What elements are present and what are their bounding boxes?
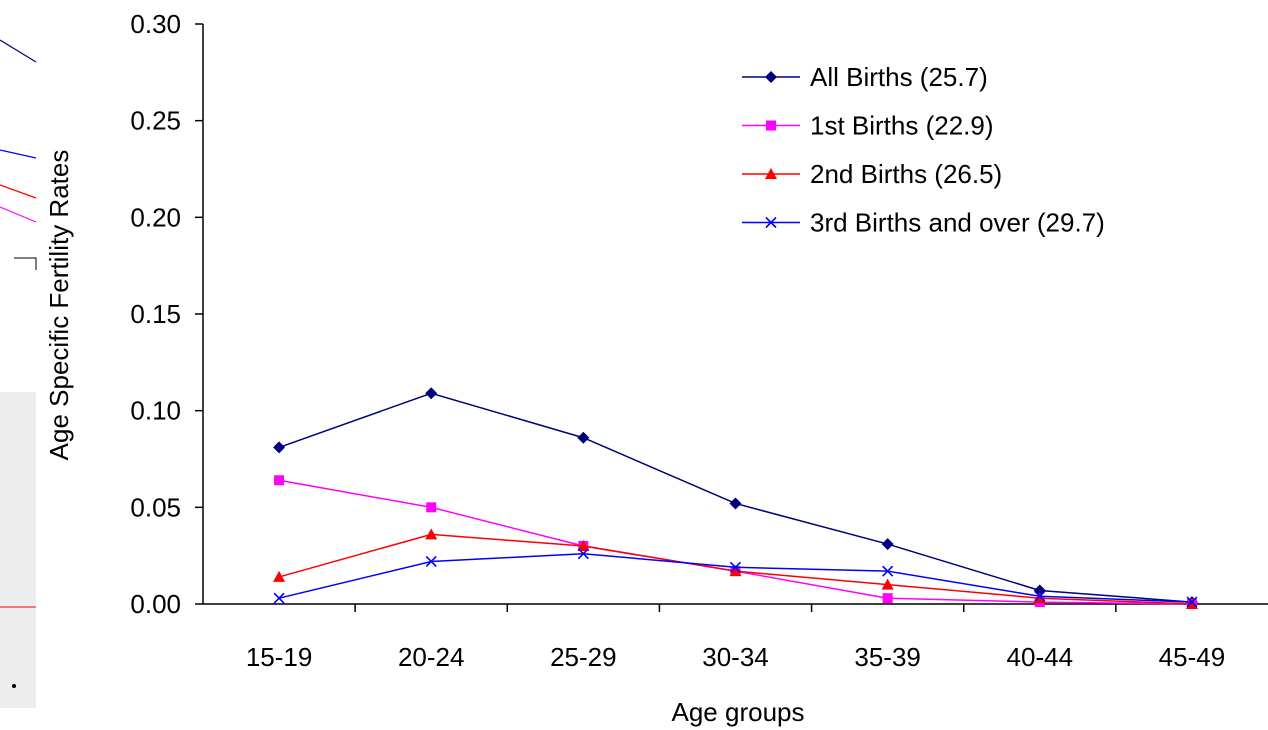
x-marker-stroke: [729, 561, 742, 573]
legend-swatch-marker: [765, 216, 777, 229]
data-point: [425, 555, 437, 568]
data-point: [273, 441, 286, 454]
data-point: [274, 475, 285, 486]
x-tick-label: 35-39: [854, 642, 921, 672]
y-axis-title: Age Specific Fertility Rates: [44, 150, 74, 461]
data-point: [729, 565, 742, 577]
series-1: [273, 387, 1198, 609]
legend-label: 3rd Births and over (29.7): [810, 208, 1105, 238]
y-tick-label: 0.30: [130, 9, 181, 39]
x-tick-label: 15-19: [246, 642, 313, 672]
y-tick-label: 0.10: [130, 396, 181, 426]
y-tick-label: 0.15: [130, 299, 181, 329]
data-point: [1034, 590, 1046, 602]
data-point: [577, 431, 590, 444]
y-tick-label: 0.00: [130, 589, 181, 619]
x-marker-stroke: [882, 565, 894, 577]
y-ticks: 0.00 0.05 0.10 0.15 0.20 0.25 0.30: [130, 9, 203, 619]
data-point: [273, 592, 285, 604]
legend-label: All Births (25.7): [810, 62, 988, 92]
legend-item: 2nd Births (26.5): [742, 159, 1002, 189]
data-point: [882, 593, 893, 604]
legend-swatch-marker: [765, 71, 777, 83]
series-line: [278, 552, 1192, 603]
x-tick-label: 30-34: [702, 642, 769, 672]
series-4: [273, 548, 1198, 608]
x-tick-label: 20-24: [398, 642, 465, 672]
data-point: [577, 548, 589, 560]
data-point: [1186, 596, 1198, 608]
data-point: [577, 540, 590, 551]
data-point: [1185, 598, 1198, 609]
series-layer: [273, 387, 1198, 609]
x-marker-stroke: [765, 216, 777, 229]
legend-label: 2nd Births (26.5): [810, 159, 1002, 189]
data-point: [1033, 592, 1046, 604]
x-marker-stroke: [1034, 590, 1046, 602]
series-3: [273, 528, 1198, 609]
series-2: [274, 475, 1197, 609]
legend-swatch-marker: [765, 168, 777, 179]
x-tick-label: 25-29: [550, 642, 617, 672]
x-marker-stroke: [577, 548, 589, 560]
y-tick-label: 0.05: [130, 492, 181, 522]
data-point: [425, 387, 438, 400]
legend-item: 3rd Births and over (29.7): [742, 208, 1105, 238]
legend-label: 1st Births (22.9): [810, 111, 994, 141]
x-tick-label: 45-49: [1159, 642, 1226, 672]
data-point: [881, 578, 894, 590]
data-point: [882, 565, 894, 577]
data-point: [729, 561, 742, 573]
legend-swatch-marker: [766, 120, 776, 131]
x-marker-stroke: [1186, 596, 1198, 608]
data-point: [425, 528, 438, 540]
x-axis-title: Age groups: [672, 697, 805, 727]
x-marker-stroke: [273, 592, 285, 604]
x-tick-label: 40-44: [1007, 642, 1074, 672]
x-ticks: 15-19 20-24 25-29 30-34 35-39 40-44 45-49: [246, 604, 1225, 672]
data-point: [426, 502, 437, 513]
legend-item: 1st Births (22.9): [742, 111, 994, 141]
data-point: [881, 538, 894, 551]
data-point: [729, 497, 742, 510]
legend-item: All Births (25.7): [742, 62, 988, 92]
x-marker-stroke: [425, 555, 437, 568]
y-tick-label: 0.20: [130, 202, 181, 232]
y-tick-label: 0.25: [130, 106, 181, 136]
legend: All Births (25.7) 1st Births (22.9) 2nd Bi…: [742, 62, 1105, 238]
data-point: [273, 570, 286, 582]
background-fragment: [0, 39, 37, 708]
